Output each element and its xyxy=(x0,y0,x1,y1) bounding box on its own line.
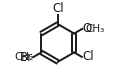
Text: Cl: Cl xyxy=(52,2,64,15)
Text: O: O xyxy=(83,22,92,35)
Text: CH₂: CH₂ xyxy=(14,52,34,62)
Text: Cl: Cl xyxy=(82,50,94,63)
Text: Br: Br xyxy=(20,51,33,64)
Text: CH₃: CH₃ xyxy=(86,24,105,34)
